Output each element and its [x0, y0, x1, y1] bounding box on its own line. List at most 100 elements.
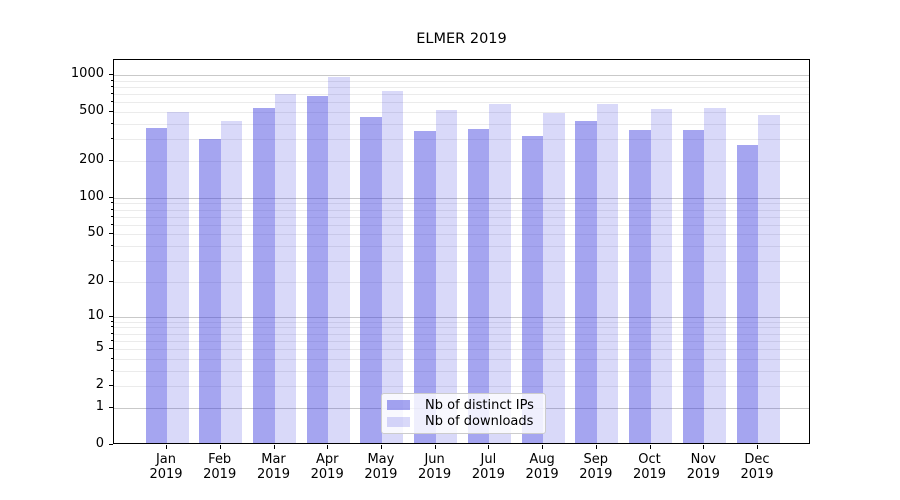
x-tick-label: Jul 2019	[456, 452, 520, 482]
x-tick-label-year: 2019	[525, 467, 559, 482]
x-tick-mark	[219, 445, 221, 449]
x-tick-label-month: Mar	[261, 452, 286, 467]
bar-distinct-ips	[575, 120, 597, 443]
x-tick-label-month: Jan	[155, 452, 177, 467]
legend-item-distinct-ips: Nb of distinct IPs	[387, 398, 539, 413]
y-tick-mark	[109, 73, 113, 75]
y-tick-label: 100	[79, 188, 104, 204]
y-tick-label: 500	[79, 102, 104, 118]
x-tick-mark	[542, 445, 544, 449]
y-tick-label: 200	[79, 151, 104, 167]
x-tick-mark	[757, 445, 758, 449]
y-minor-tick-mark	[110, 215, 113, 217]
major-gridline	[114, 197, 809, 199]
legend-item-downloads: Nb of downloads	[387, 414, 539, 429]
y-tick-label: 20	[87, 272, 104, 288]
minor-gridline	[114, 216, 809, 218]
x-tick-label: Jan 2019	[134, 452, 198, 482]
y-minor-tick-mark	[110, 208, 113, 210]
y-tick-label: 1	[95, 398, 104, 414]
y-minor-tick-mark	[110, 122, 113, 124]
minor-gridline	[114, 321, 809, 323]
bar-distinct-ips	[360, 117, 382, 443]
x-tick-label: Aug 2019	[510, 452, 574, 482]
bar-downloads	[435, 109, 458, 443]
x-tick-label-month: Sep	[583, 452, 609, 467]
bar-distinct-ips	[467, 129, 490, 443]
y-minor-tick-mark	[110, 357, 113, 359]
x-tick-label: Sep 2019	[564, 452, 628, 482]
x-tick-label-year: 2019	[632, 467, 667, 482]
y-minor-tick-mark	[110, 92, 113, 94]
y-tick-label: 5	[95, 340, 104, 355]
y-minor-tick-mark	[110, 223, 113, 225]
major-gridline	[114, 74, 809, 76]
minor-gridline	[114, 349, 809, 350]
x-tick-label: Mar 2019	[242, 452, 306, 482]
x-tick-label-year: 2019	[418, 467, 452, 482]
bar-downloads	[650, 109, 672, 443]
x-tick-mark	[595, 445, 597, 449]
x-tick-label: Nov 2019	[671, 452, 735, 482]
bar-distinct-ips	[145, 128, 167, 443]
x-tick-label: Jun 2019	[403, 452, 467, 482]
minor-gridline	[114, 139, 809, 141]
minor-gridline	[114, 80, 809, 82]
minor-gridline	[114, 209, 809, 211]
y-tick-mark	[109, 196, 113, 198]
x-tick-label-year: 2019	[579, 467, 613, 482]
x-tick-label-month: Jul	[480, 452, 497, 467]
minor-gridline	[114, 224, 809, 226]
y-tick-label: 10	[87, 307, 104, 323]
minor-gridline	[114, 203, 809, 205]
y-tick-mark	[109, 159, 113, 161]
x-tick-label-month: Feb	[208, 452, 232, 467]
bar-downloads	[220, 120, 243, 443]
x-tick-label-year: 2019	[740, 467, 774, 482]
y-minor-tick-mark	[110, 79, 113, 81]
y-tick-label: 50	[87, 225, 104, 241]
x-tick-mark	[166, 445, 167, 449]
x-tick-label-month: Dec	[744, 452, 770, 467]
minor-gridline	[114, 234, 809, 236]
bar-downloads	[758, 115, 780, 443]
bar-downloads	[328, 77, 350, 443]
x-tick-mark	[488, 445, 490, 449]
x-tick-label-year: 2019	[310, 467, 344, 482]
y-minor-tick-mark	[110, 339, 113, 341]
bar-distinct-ips	[736, 144, 758, 443]
legend-swatch-distinct-ips	[387, 400, 410, 411]
minor-gridline	[114, 358, 809, 360]
x-tick-label-year: 2019	[686, 467, 720, 482]
minor-gridline	[114, 386, 809, 388]
x-tick-label-month: Oct	[638, 452, 661, 467]
bar-downloads	[167, 112, 189, 443]
x-tick-mark	[649, 445, 651, 449]
x-tick-label-year: 2019	[203, 467, 237, 482]
x-tick-label: May 2019	[349, 452, 413, 482]
x-tick-mark	[380, 445, 382, 449]
legend-label-downloads: Nb of downloads	[425, 414, 534, 430]
minor-gridline	[114, 340, 809, 342]
y-minor-tick-mark	[110, 320, 113, 322]
y-tick-mark	[109, 348, 113, 349]
y-tick-label: 1000	[70, 65, 104, 81]
x-tick-label: Apr 2019	[295, 452, 359, 482]
bar-distinct-ips	[199, 138, 221, 443]
bar-downloads	[274, 93, 296, 443]
x-tick-mark	[703, 445, 705, 449]
x-tick-label-month: May	[367, 452, 395, 467]
bar-distinct-ips	[521, 135, 544, 443]
y-minor-tick-mark	[110, 332, 113, 334]
x-tick-label: Dec 2019	[725, 452, 789, 482]
bar-distinct-ips	[682, 129, 705, 443]
y-tick-label: 2	[95, 377, 104, 393]
bar-distinct-ips	[253, 107, 275, 443]
y-tick-mark	[109, 233, 113, 235]
minor-gridline	[114, 333, 809, 335]
x-tick-label-year: 2019	[256, 467, 291, 482]
minor-gridline	[114, 160, 809, 162]
y-tick-mark	[109, 110, 113, 112]
legend: Nb of distinct IPs Nb of downloads	[381, 393, 546, 434]
